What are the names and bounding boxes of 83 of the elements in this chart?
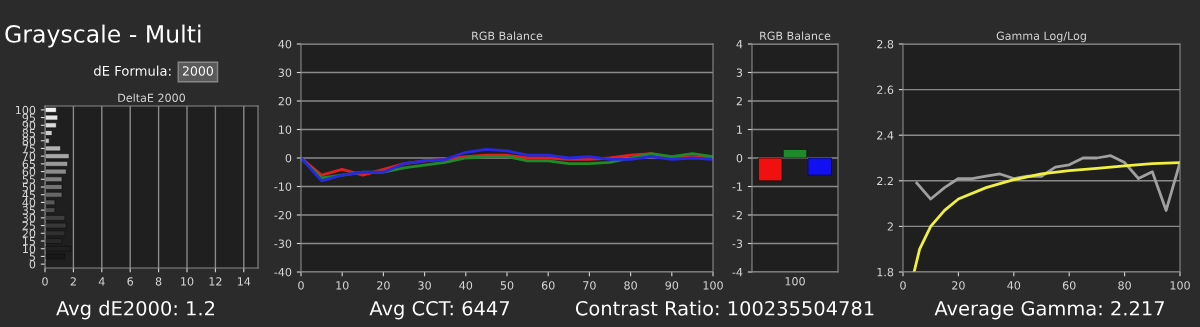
- y-tick-label: 2.4: [877, 131, 894, 140]
- text: Average Gamma: 2.217: [934, 300, 1164, 320]
- y-tick-label: -2: [732, 210, 742, 220]
- y-tick-label: -3: [732, 239, 743, 248]
- y-tick-label: 5: [29, 252, 35, 261]
- x-tick-label: 10: [336, 281, 349, 290]
- x-tick-label: 80: [624, 281, 637, 290]
- x-tick-label: 90: [665, 281, 679, 290]
- chart-title: RGB Balance: [472, 31, 543, 40]
- text: Avg CCT: 6447: [369, 300, 509, 320]
- x-tick-label: 2: [70, 277, 76, 286]
- x-tick-label: 0: [298, 281, 304, 290]
- x-tick-label: 40: [1007, 281, 1021, 290]
- x-tick-label: 6: [127, 277, 134, 286]
- y-tick-label: 15: [23, 237, 35, 246]
- y-tick-label: 85: [22, 128, 35, 138]
- y-tick-label: 45: [22, 190, 35, 200]
- x-tick-label: 100: [703, 281, 723, 290]
- y-tick-label: 60: [22, 167, 36, 176]
- line-series: [912, 161, 1180, 272]
- y-tick-label: 2: [887, 222, 893, 231]
- y-tick-label: -30: [274, 239, 292, 248]
- x-tick-label: 100: [1170, 281, 1190, 290]
- x-tick-label: 20: [952, 281, 965, 290]
- y-tick-label: 2.6: [877, 85, 894, 94]
- y-tick-label: 2: [736, 96, 742, 106]
- text: Contrast Ratio: 100235504781: [575, 300, 874, 316]
- chart-title: RGB Balance: [760, 31, 831, 40]
- y-tick-label: 75: [22, 144, 35, 153]
- y-tick-label: -4: [732, 268, 743, 277]
- y-tick-label: 40: [278, 39, 292, 49]
- y-tick-label: 10: [23, 244, 36, 254]
- x-tick-label: 0: [42, 277, 48, 286]
- y-tick-label: -20: [274, 210, 292, 220]
- x-tick-label: 50: [500, 281, 514, 290]
- x-tick-label: 30: [418, 281, 431, 290]
- y-tick-label: 80: [22, 136, 36, 146]
- x-tick-label: 8: [155, 277, 162, 286]
- y-tick-label: 0: [285, 153, 292, 163]
- y-tick-label: 4: [736, 40, 743, 49]
- y-tick-label: 10: [279, 125, 292, 134]
- text: Grayscale - Multi: [5, 24, 201, 48]
- x-tick-label: 10: [181, 277, 194, 286]
- y-tick-label: 40: [22, 198, 36, 207]
- text: 2000: [182, 66, 213, 76]
- y-tick-label: 3: [736, 68, 743, 77]
- y-tick-label: 100: [15, 105, 36, 115]
- y-tick-label: -40: [274, 267, 292, 277]
- chart-title: Gamma Log/Log: [996, 31, 1086, 43]
- x-tick-label: 0: [900, 281, 906, 290]
- text: dE Formula:: [94, 65, 171, 76]
- y-tick-label: 50: [22, 182, 36, 192]
- y-tick-label: 95: [22, 113, 35, 122]
- y-tick-label: 1.8: [877, 267, 894, 277]
- y-tick-label: 1: [737, 125, 742, 134]
- y-tick-label: 25: [22, 221, 35, 230]
- bar: [45, 184, 63, 190]
- y-tick-label: 2.2: [877, 176, 893, 186]
- x-tick-label: 14: [237, 277, 251, 286]
- y-tick-label: 65: [22, 159, 35, 169]
- x-tick-label: 80: [1118, 281, 1131, 290]
- y-tick-label: -1: [732, 182, 742, 191]
- y-tick-label: 30: [278, 68, 292, 77]
- y-tick-label: 35: [22, 206, 35, 215]
- y-tick-label: 2.8: [877, 39, 894, 49]
- x-tick-label: 12: [209, 277, 222, 286]
- x-tick-label: 4: [98, 277, 105, 286]
- y-tick-label: 30: [22, 213, 36, 223]
- x-tick-label: 20: [377, 281, 390, 290]
- y-tick-label: 70: [22, 152, 36, 161]
- chart-title: DeltaE 2000: [118, 93, 185, 102]
- x-tick-label: 60: [541, 281, 555, 290]
- y-tick-label: -10: [274, 182, 292, 191]
- x-tick-label: 100: [785, 277, 805, 286]
- bar: [45, 130, 53, 136]
- y-tick-label: 0: [29, 260, 36, 269]
- x-tick-label: 40: [459, 281, 473, 290]
- x-tick-label: 70: [583, 281, 596, 290]
- y-tick-label: 0: [736, 153, 743, 163]
- x-tick-label: 60: [1062, 281, 1076, 290]
- y-tick-label: 90: [22, 121, 36, 130]
- text: Avg dE2000: 1.2: [56, 300, 215, 320]
- y-tick-label: 20: [278, 96, 292, 106]
